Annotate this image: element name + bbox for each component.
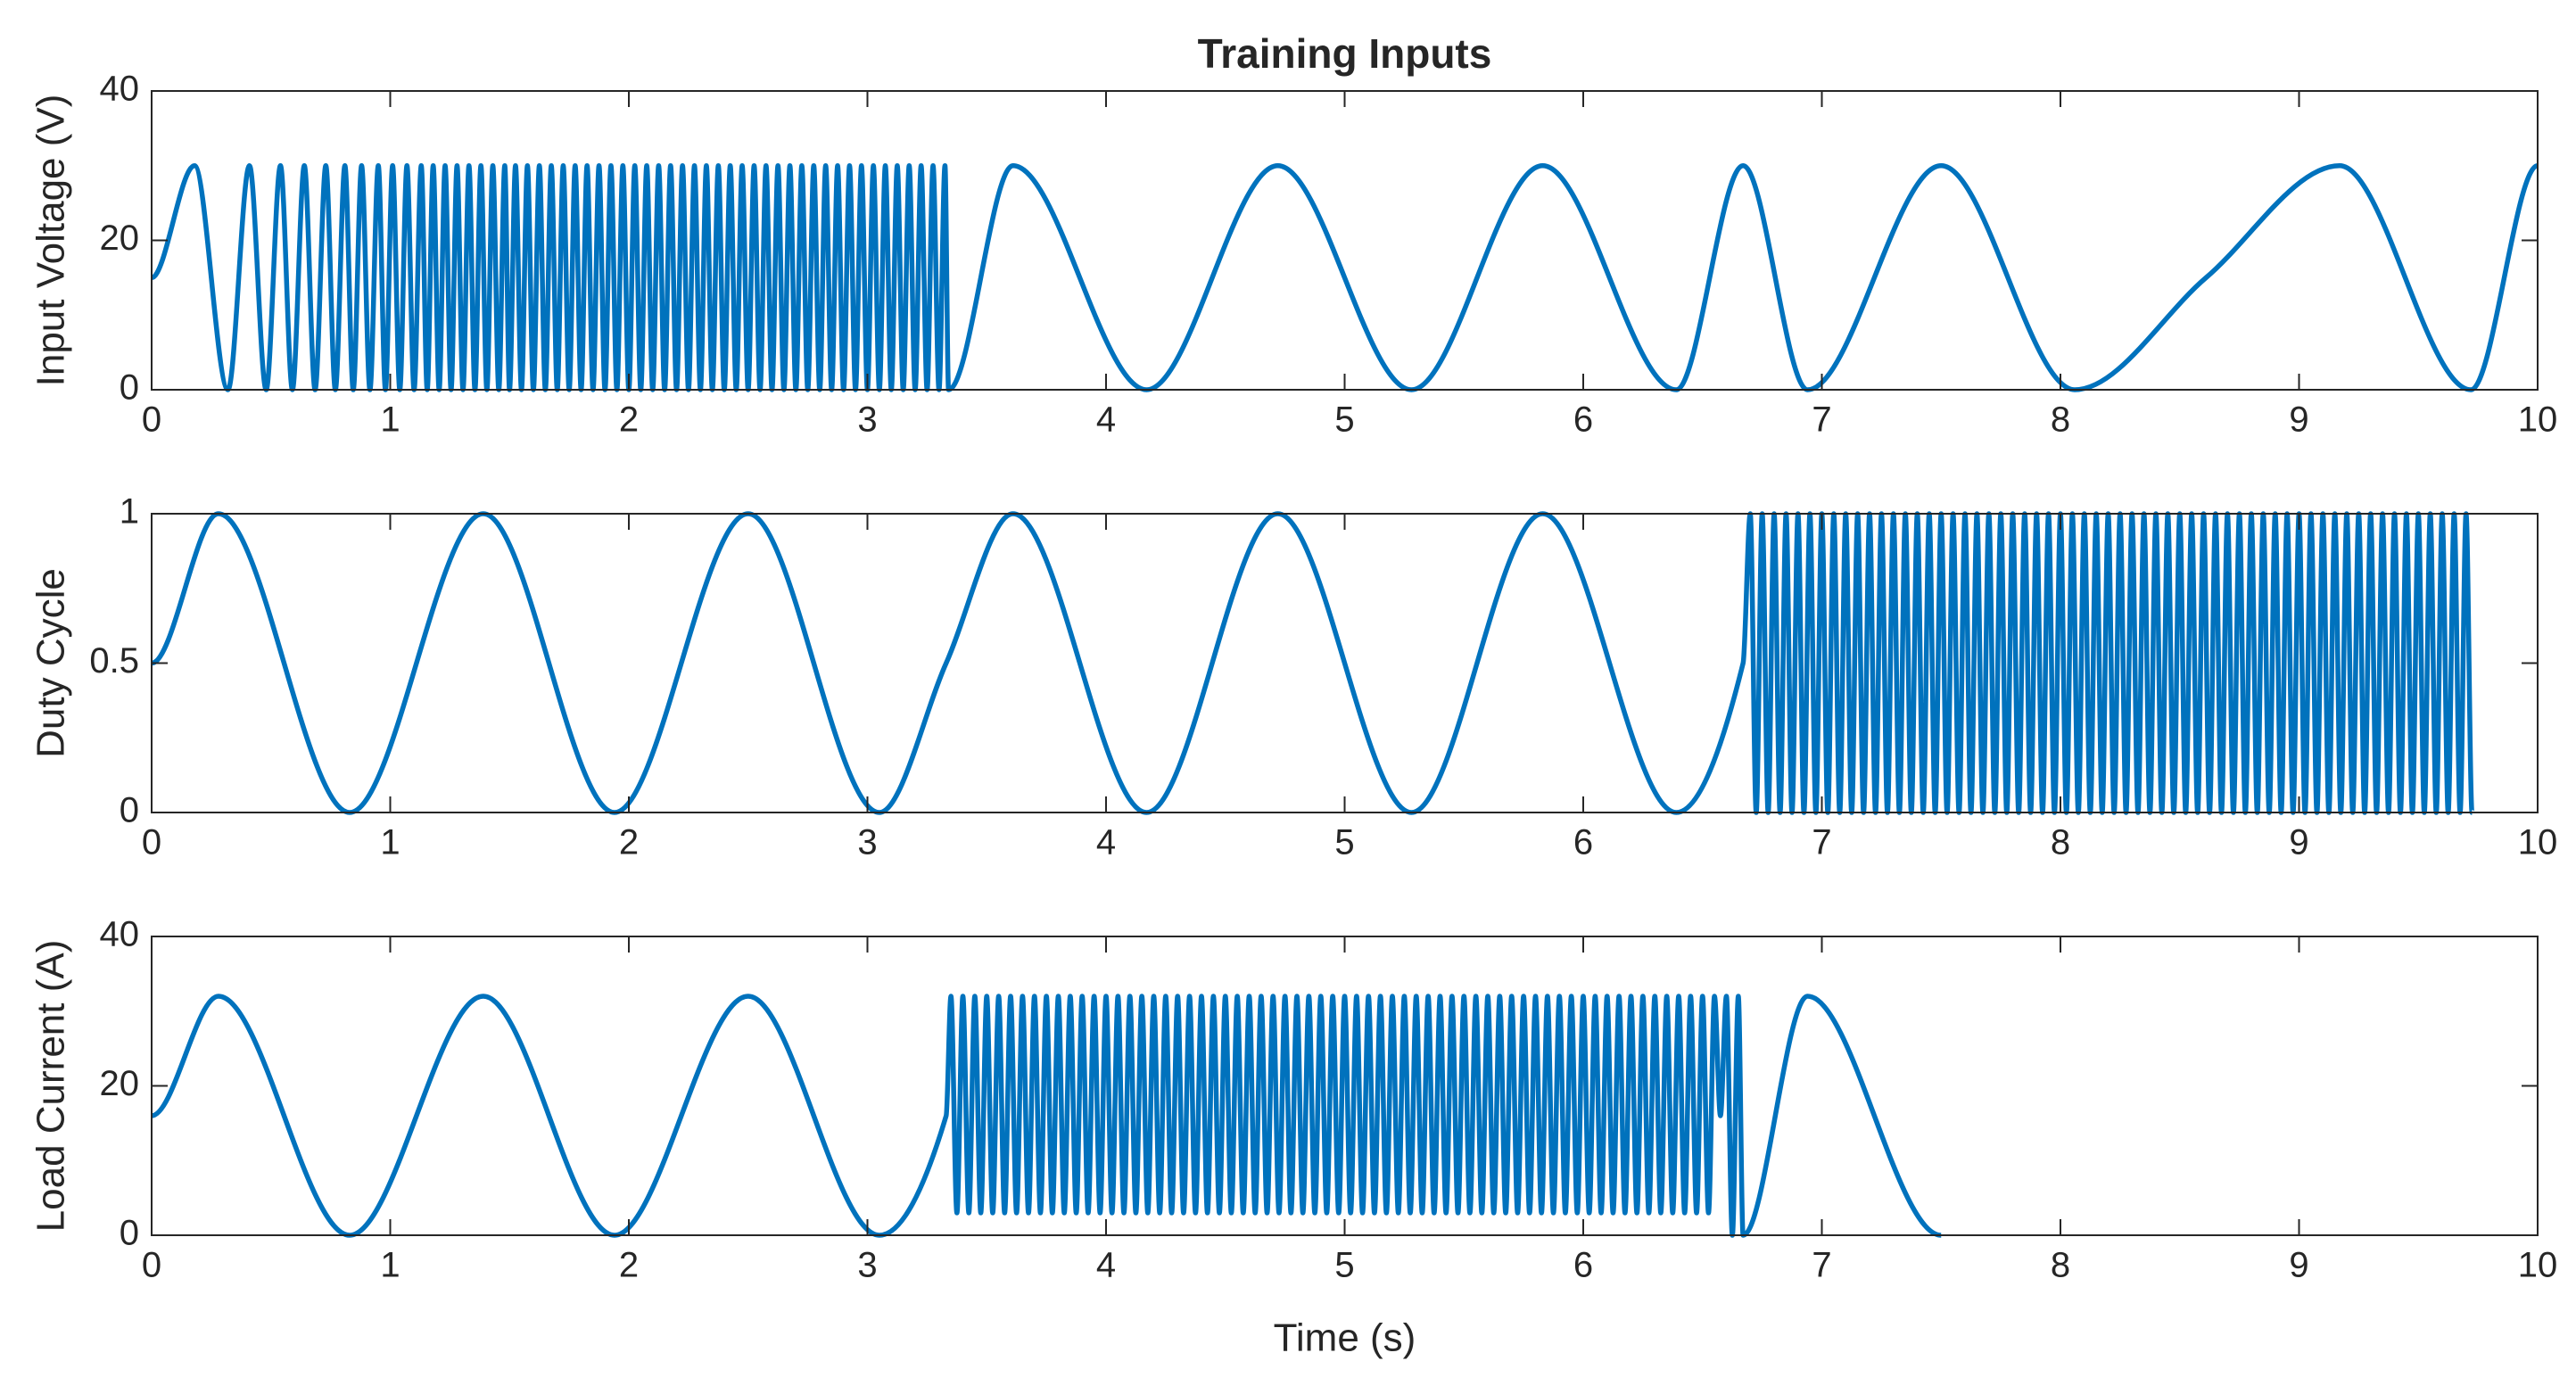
x-tick-label: 1 [380, 1246, 400, 1285]
x-tick-label: 10 [2518, 400, 2558, 440]
y-axis-label: Duty Cycle [29, 568, 73, 758]
y-axis-label: Input Voltage (V) [29, 95, 73, 387]
x-tick-label: 5 [1334, 823, 1354, 862]
x-axis-label: Time (s) [1274, 1316, 1416, 1360]
x-tick-label: 2 [619, 400, 639, 440]
y-tick-label: 20 [100, 1064, 140, 1103]
x-tick-label: 6 [1573, 1246, 1593, 1285]
y-tick-label: 0 [120, 368, 139, 408]
x-tick-label: 7 [1812, 400, 1831, 440]
x-tick-label: 6 [1573, 823, 1593, 862]
y-tick-label: 0 [120, 1214, 139, 1253]
x-tick-label: 9 [2289, 1246, 2308, 1285]
axes-box [151, 936, 2539, 1236]
x-tick-label: 10 [2518, 1246, 2558, 1285]
x-tick-label: 3 [857, 823, 877, 862]
signal-line [150, 163, 2539, 392]
x-tick-label: 9 [2289, 400, 2308, 440]
y-tick-label: 1 [120, 492, 139, 532]
x-tick-label: 0 [142, 823, 161, 862]
x-tick-label: 0 [142, 400, 161, 440]
x-tick-label: 5 [1334, 400, 1354, 440]
x-tick-label: 2 [619, 1246, 639, 1285]
x-tick-label: 7 [1812, 1246, 1831, 1285]
x-tick-label: 3 [857, 1246, 877, 1285]
x-tick-label: 6 [1573, 400, 1593, 440]
y-tick-label: 20 [100, 219, 140, 258]
x-tick-label: 4 [1096, 823, 1116, 862]
x-tick-label: 0 [142, 1246, 161, 1285]
x-tick-label: 2 [619, 823, 639, 862]
x-tick-label: 8 [2051, 400, 2070, 440]
x-tick-label: 8 [2051, 823, 2070, 862]
x-tick-label: 9 [2289, 823, 2308, 862]
x-tick-label: 8 [2051, 1246, 2070, 1285]
x-tick-label: 10 [2518, 823, 2558, 862]
y-tick-label: 40 [100, 915, 140, 954]
signal-line [151, 994, 1942, 1238]
x-tick-label: 3 [857, 400, 877, 440]
signal-line [150, 511, 2475, 815]
y-tick-label: 0.5 [89, 641, 139, 681]
x-tick-label: 4 [1096, 400, 1116, 440]
x-tick-label: 1 [380, 823, 400, 862]
x-tick-label: 5 [1334, 1246, 1354, 1285]
chart-title: Training Inputs [1198, 30, 1492, 77]
x-tick-label: 4 [1096, 1246, 1116, 1285]
y-axis-label: Load Current (A) [29, 940, 73, 1233]
y-tick-label: 0 [120, 791, 139, 830]
y-tick-label: 40 [100, 70, 140, 109]
x-tick-label: 7 [1812, 823, 1831, 862]
x-tick-label: 1 [380, 400, 400, 440]
